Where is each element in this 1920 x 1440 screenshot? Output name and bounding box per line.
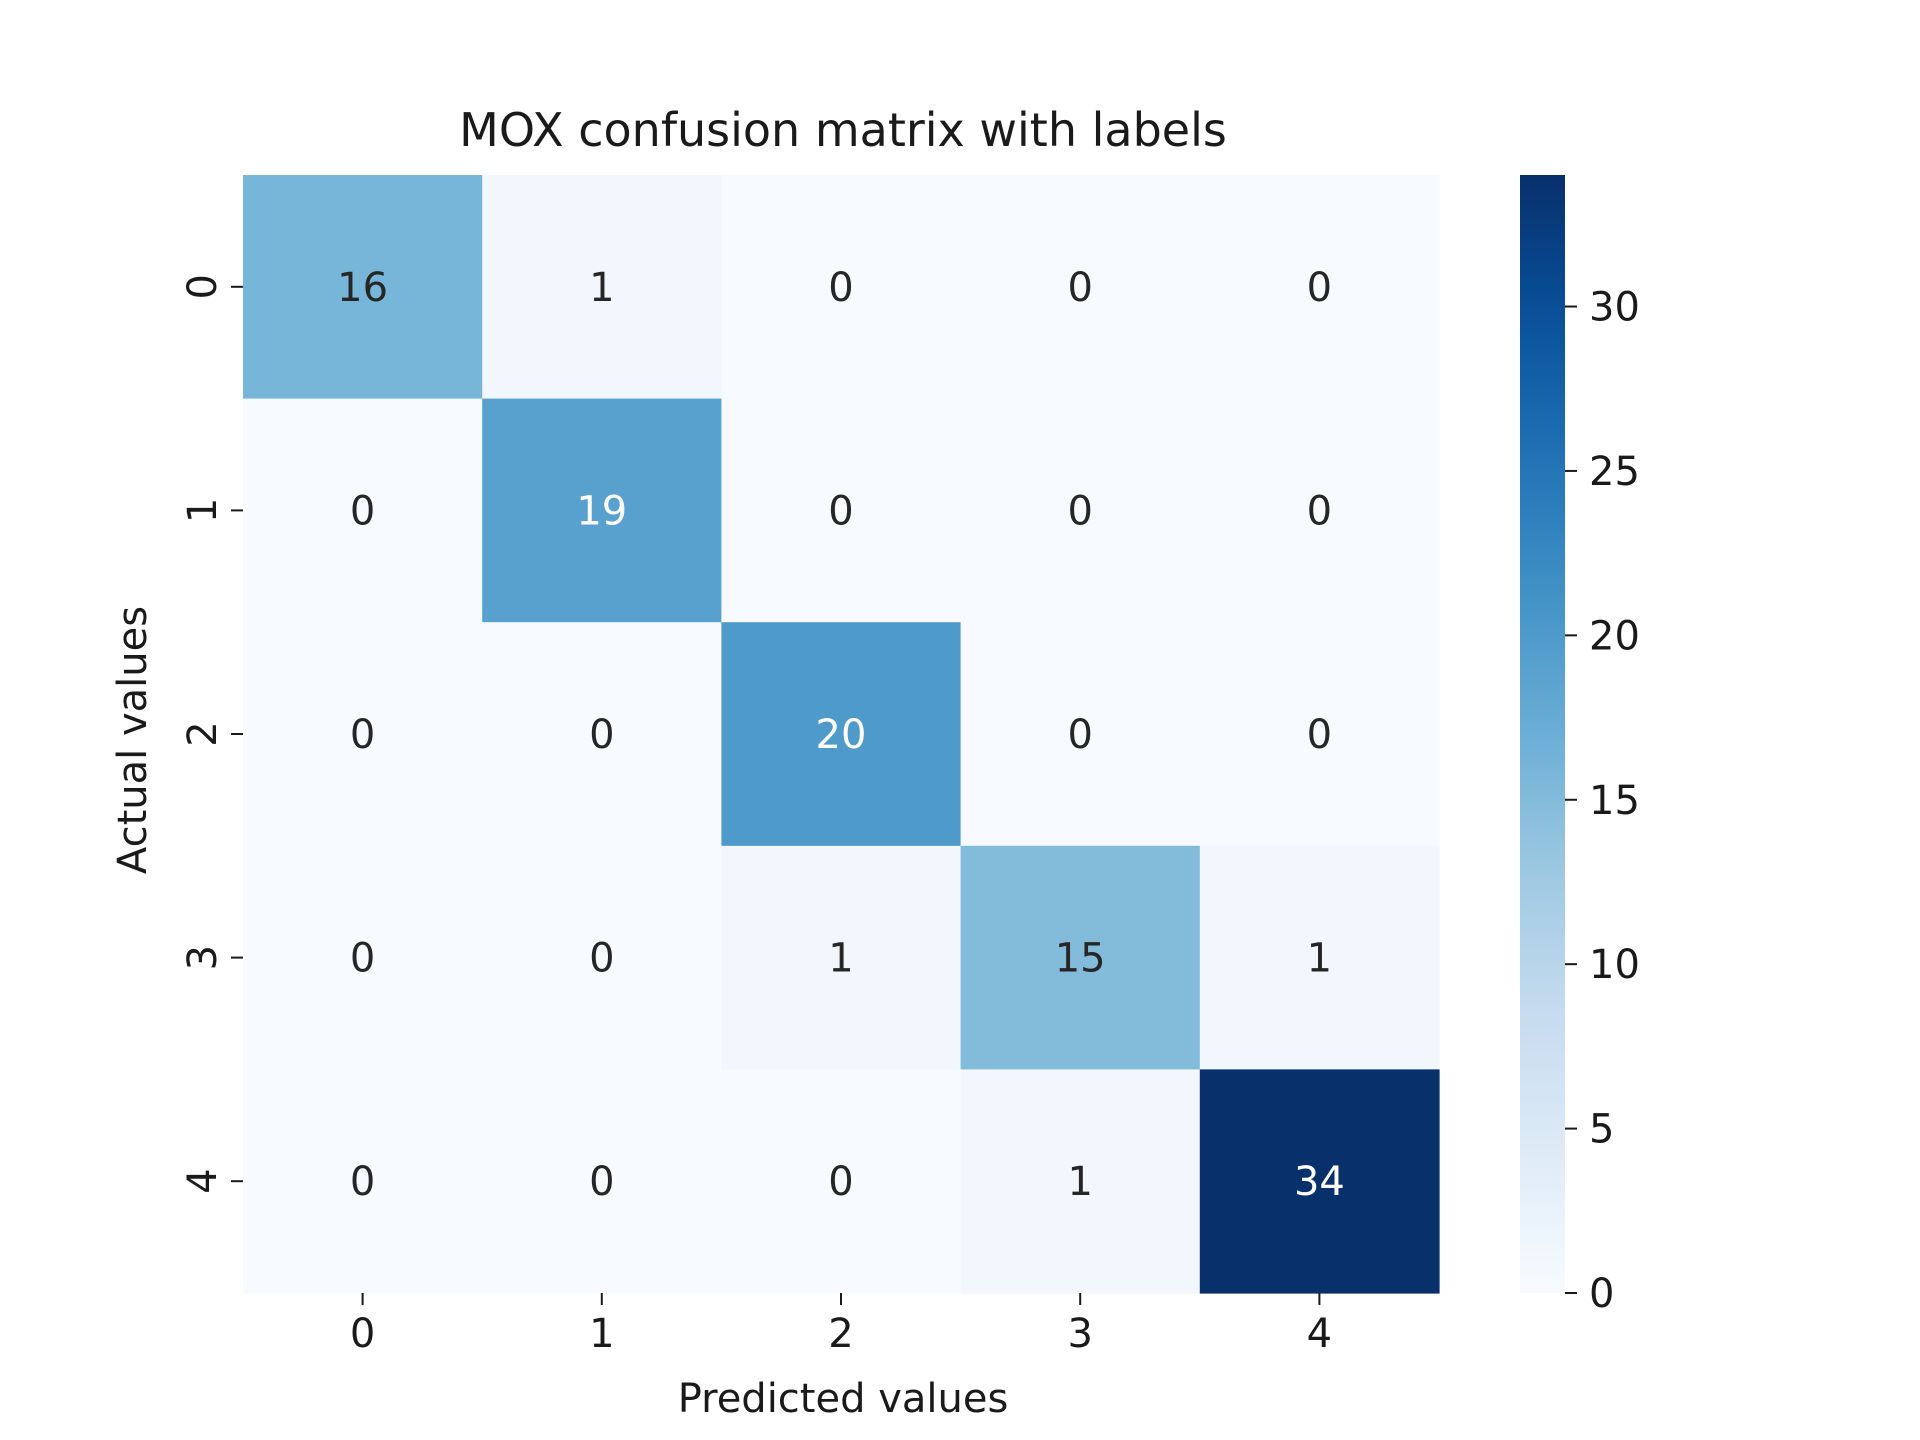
cell-value-label: 19 (576, 488, 627, 534)
colorbar-tick-label: 15 (1589, 778, 1640, 824)
cell-value-label: 15 (1055, 936, 1106, 982)
heatmap-cell (960, 845, 1201, 1070)
heatmap-cell (1199, 175, 1440, 400)
cell-value-label: 1 (1067, 1159, 1092, 1205)
heatmap-cell (243, 622, 483, 847)
x-axis-label: Predicted values (678, 1376, 1009, 1422)
heatmap-cells: 16 1 0 0 0 0 19 0 0 0 0 0 20 0 0 0 0 1 15 1 0 0 0 1 34 (243, 175, 1440, 1294)
heatmap-cell (960, 622, 1201, 847)
chart-title: MOX confusion matrix with labels (459, 103, 1227, 157)
y-axis: 0 1 2 3 4 (180, 274, 243, 1194)
colorbar-tick-label: 25 (1589, 449, 1640, 495)
y-tick-label: 0 (180, 274, 226, 299)
y-tick-label: 1 (180, 498, 226, 523)
colorbar-tick-label: 10 (1589, 942, 1640, 988)
y-tick-label: 4 (180, 1168, 226, 1193)
cell-value-label: 34 (1294, 1159, 1345, 1205)
colorbar-tick-label: 20 (1589, 613, 1640, 659)
colorbar-tick-label: 0 (1589, 1271, 1614, 1317)
cell-value-label: 0 (350, 712, 375, 758)
heatmap-cell (721, 1069, 962, 1294)
heatmap-cell (721, 398, 962, 623)
heatmap-cell (1199, 1069, 1440, 1294)
heatmap-cell (1199, 398, 1440, 623)
heatmap-cell (243, 845, 483, 1070)
y-tick-label: 3 (180, 945, 226, 970)
colorbar (1520, 175, 1565, 1293)
cell-value-label: 0 (828, 1159, 853, 1205)
cell-value-label: 0 (350, 936, 375, 982)
cell-value-label: 0 (828, 265, 853, 311)
y-axis-label: Actual values (110, 606, 156, 874)
heatmap-cell (482, 1069, 722, 1294)
x-tick-label: 1 (589, 1311, 614, 1357)
x-axis: 0 1 2 3 4 (350, 1293, 1332, 1357)
heatmap-cell (243, 398, 483, 623)
cell-value-label: 0 (1067, 712, 1092, 758)
x-tick-label: 4 (1307, 1311, 1332, 1357)
heatmap-cell (960, 175, 1201, 400)
x-tick-label: 3 (1067, 1311, 1092, 1357)
heatmap-cell (721, 622, 962, 847)
cell-value-label: 0 (350, 488, 375, 534)
heatmap-cell (243, 175, 483, 400)
cell-value-label: 20 (816, 712, 867, 758)
heatmap-cell (482, 845, 722, 1070)
heatmap-cell (1199, 845, 1440, 1070)
cell-value-label: 0 (1307, 712, 1332, 758)
heatmap-cell (482, 398, 722, 623)
cell-value-label: 16 (337, 265, 388, 311)
heatmap-cell (960, 1069, 1201, 1294)
cell-value-label: 0 (589, 936, 614, 982)
colorbar-tick-label: 30 (1589, 285, 1640, 331)
heatmap-cell (960, 398, 1201, 623)
cell-value-label: 0 (589, 1159, 614, 1205)
cell-value-label: 0 (350, 1159, 375, 1205)
cell-value-label: 1 (1307, 936, 1332, 982)
x-tick-label: 2 (828, 1311, 853, 1357)
heatmap-cell (721, 845, 962, 1070)
cell-value-label: 0 (589, 712, 614, 758)
colorbar-axis: 0 5 10 15 20 25 30 (1565, 285, 1640, 1317)
cell-value-label: 0 (1307, 488, 1332, 534)
heatmap-cell (482, 175, 722, 400)
cell-value-label: 1 (589, 265, 614, 311)
cell-value-label: 1 (828, 936, 853, 982)
heatmap-cell (721, 175, 962, 400)
colorbar-tick-label: 5 (1589, 1107, 1614, 1153)
heatmap-cell (1199, 622, 1440, 847)
cell-value-label: 0 (828, 488, 853, 534)
y-tick-label: 2 (180, 721, 226, 746)
cell-value-label: 0 (1067, 265, 1092, 311)
x-tick-label: 0 (350, 1311, 375, 1357)
cell-value-label: 0 (1307, 265, 1332, 311)
cell-value-label: 0 (1067, 488, 1092, 534)
heatmap-cell (482, 622, 722, 847)
heatmap-cell (243, 1069, 483, 1294)
